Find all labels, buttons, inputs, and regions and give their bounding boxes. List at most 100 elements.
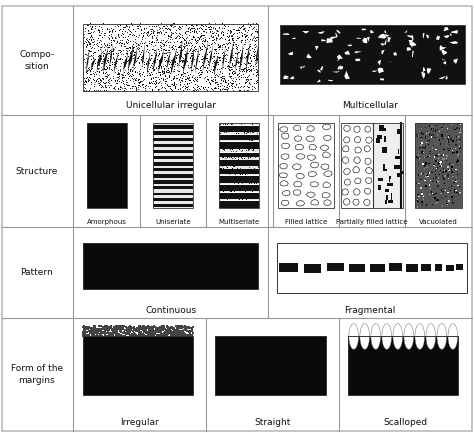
Point [218, 259, 226, 265]
Point [418, 255, 426, 262]
Point [239, 28, 246, 35]
Point [217, 189, 224, 196]
Point [97, 196, 104, 203]
Point [371, 407, 378, 414]
Point [413, 131, 420, 138]
Point [377, 356, 385, 363]
Point [153, 148, 161, 155]
Point [182, 37, 190, 44]
Point [91, 139, 98, 146]
Point [150, 196, 158, 203]
Point [227, 38, 235, 45]
Point [250, 26, 257, 32]
Point [182, 70, 190, 77]
Point [163, 329, 170, 336]
Point [246, 183, 253, 190]
Polygon shape [86, 50, 89, 74]
Point [183, 84, 191, 91]
Point [138, 56, 146, 63]
Point [309, 256, 316, 263]
Point [183, 78, 191, 85]
Point [399, 287, 407, 294]
Point [181, 326, 188, 333]
Point [410, 284, 417, 291]
Point [115, 34, 122, 41]
Point [124, 151, 131, 158]
Point [82, 326, 89, 333]
Point [286, 361, 293, 368]
Point [250, 180, 257, 187]
Point [441, 366, 449, 373]
Point [252, 78, 260, 84]
Point [434, 17, 442, 24]
Point [411, 21, 419, 28]
Point [93, 71, 100, 78]
Point [243, 134, 250, 141]
Point [163, 131, 170, 138]
Point [158, 265, 165, 271]
Point [383, 330, 391, 336]
Point [133, 85, 140, 92]
Point [289, 265, 296, 272]
Point [126, 400, 133, 407]
Point [165, 373, 173, 380]
Point [364, 16, 372, 23]
Point [166, 162, 173, 168]
Point [151, 163, 158, 170]
Point [235, 166, 242, 173]
Point [123, 74, 131, 81]
Point [127, 325, 135, 332]
Point [152, 148, 160, 155]
Point [434, 266, 442, 273]
Point [100, 410, 107, 417]
Point [219, 23, 227, 30]
Point [414, 281, 422, 288]
Point [221, 79, 229, 86]
Point [105, 410, 112, 417]
Point [101, 160, 109, 167]
Point [420, 165, 428, 172]
Point [224, 154, 231, 161]
Point [110, 59, 118, 66]
Point [427, 338, 434, 345]
Point [193, 340, 201, 347]
Point [231, 154, 238, 161]
Point [408, 360, 416, 367]
Ellipse shape [426, 323, 436, 349]
Point [81, 328, 88, 335]
Point [90, 29, 97, 36]
Point [133, 325, 140, 332]
Point [223, 163, 230, 170]
Point [332, 14, 339, 21]
Point [452, 20, 459, 27]
Point [225, 284, 232, 291]
Point [169, 294, 176, 301]
Point [170, 75, 177, 82]
Point [420, 81, 428, 88]
Point [192, 200, 200, 207]
Point [413, 326, 421, 333]
Point [252, 171, 260, 178]
Point [184, 394, 192, 401]
Point [164, 81, 171, 88]
Point [94, 382, 101, 389]
Point [139, 81, 147, 88]
Point [202, 26, 210, 33]
Point [199, 40, 206, 47]
Point [136, 84, 144, 90]
Point [248, 287, 256, 294]
Point [205, 77, 212, 84]
Point [131, 331, 138, 338]
Point [229, 23, 237, 30]
Point [315, 378, 323, 385]
Point [156, 48, 164, 55]
Point [444, 405, 451, 412]
Point [130, 267, 138, 274]
Point [185, 338, 193, 345]
Point [178, 333, 186, 339]
Point [437, 265, 444, 272]
Point [354, 16, 362, 23]
Point [181, 190, 188, 197]
Point [84, 161, 91, 168]
Point [109, 179, 117, 186]
